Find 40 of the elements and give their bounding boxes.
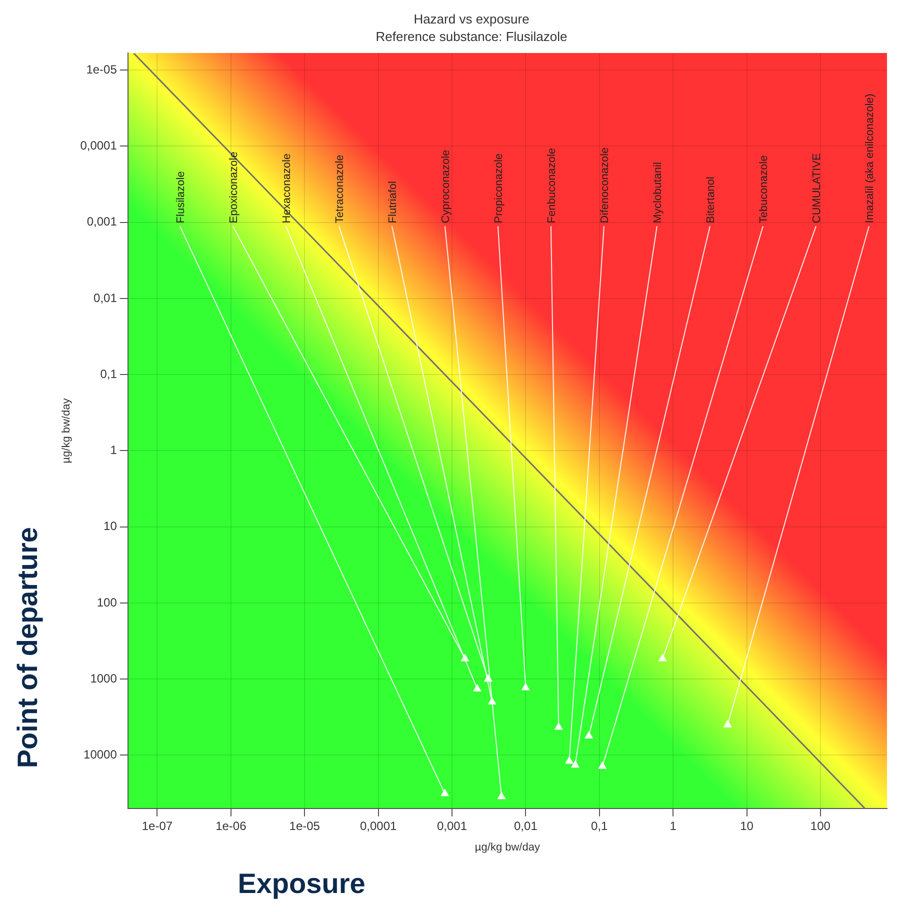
annotation: Tetraconazole bbox=[334, 154, 346, 224]
y-tick-label: 100 bbox=[96, 595, 118, 610]
x-tick-label: 1e-07 bbox=[142, 818, 173, 833]
x-tick-label: 0,0001 bbox=[360, 818, 397, 833]
annotation: Flutriafol bbox=[386, 181, 399, 224]
annotation: Imazalil (aka enilconazole) bbox=[864, 94, 876, 224]
y-tick-label: 1 bbox=[110, 443, 118, 458]
annotation: Cyproconazole bbox=[440, 150, 452, 224]
y-tick-label: 10000 bbox=[84, 748, 118, 762]
chart-title: Hazard vs exposure bbox=[414, 11, 530, 26]
annotation: Hexaconazole bbox=[280, 153, 293, 224]
x-axis-title: µg/kg bw/day bbox=[474, 841, 540, 854]
x-tick-label: 1e-06 bbox=[216, 818, 247, 833]
annotation: CUMULATIVE bbox=[810, 153, 823, 224]
x-tick-label: 1 bbox=[670, 818, 677, 833]
y-tick-label: 0,0001 bbox=[80, 138, 118, 153]
x-tick-label: 0,1 bbox=[591, 818, 608, 833]
annotation: Tebuconazole bbox=[758, 155, 770, 224]
annotation: Fenbuconazole bbox=[546, 148, 558, 224]
annotation: Bitertanol bbox=[704, 176, 717, 224]
x-tick-label: 100 bbox=[810, 818, 831, 833]
y-tick-label: 10 bbox=[104, 519, 118, 534]
text: Exposure bbox=[238, 868, 366, 899]
x-tick-label: 0,001 bbox=[436, 818, 468, 833]
text: Point of departure bbox=[12, 527, 44, 769]
annotation: Difenoconazole bbox=[598, 147, 611, 224]
annotation: Myclobutanil bbox=[652, 162, 664, 224]
y-tick-label: 0,01 bbox=[94, 290, 118, 305]
x-tick-label: 0,01 bbox=[514, 818, 538, 833]
annotation: Flusilazole bbox=[174, 171, 187, 224]
annotation: Epoxiconazole bbox=[228, 152, 240, 224]
x-tick-label: 10 bbox=[740, 818, 754, 833]
annotation: Propiconazole bbox=[492, 153, 505, 224]
y-tick-label: 0,001 bbox=[86, 214, 118, 229]
y-tick-label: 1e-05 bbox=[86, 62, 118, 76]
y-tick-label: 0,1 bbox=[100, 366, 118, 381]
y-tick-label: 1000 bbox=[90, 671, 118, 686]
chart-subtitle: Reference substance: Flusilazole bbox=[376, 28, 568, 44]
x-tick-label: 1e-05 bbox=[289, 818, 320, 833]
y-axis-title: µg/kg bw/day bbox=[60, 398, 73, 464]
